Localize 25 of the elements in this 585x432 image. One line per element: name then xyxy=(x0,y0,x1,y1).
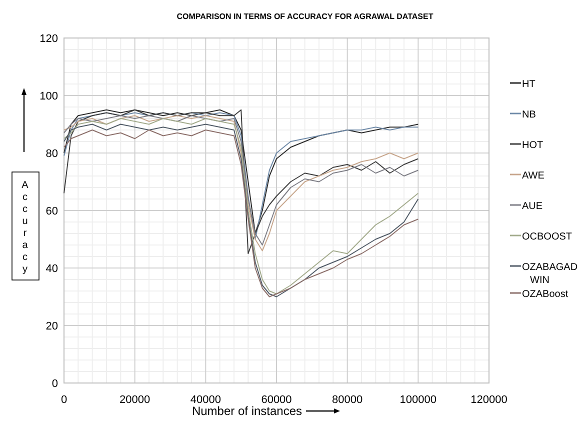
legend-label: AWE xyxy=(522,170,545,182)
y-tick-label: 120 xyxy=(40,33,58,45)
legend-label: HT xyxy=(522,79,536,90)
x-tick-label: 120000 xyxy=(470,394,508,406)
x-tick-label: 40000 xyxy=(190,394,221,406)
x-tick-label: 60000 xyxy=(261,394,292,406)
y-axis-title: Accuracy xyxy=(22,180,29,275)
x-tick-label: 80000 xyxy=(332,394,363,406)
chart-title: COMPARISON IN TERMS OF ACCURACY FOR AGRAWAL DATASET xyxy=(176,12,434,21)
legend-label: AUE xyxy=(522,201,543,212)
y-tick-label: 80 xyxy=(46,148,58,160)
y-tick-label: 100 xyxy=(40,90,58,102)
legend-label: OCBOOST xyxy=(522,232,572,242)
legend-label: OZABoost xyxy=(522,289,568,300)
x-axis-title: Number of instances xyxy=(192,404,302,418)
x-tick-label: 100000 xyxy=(400,394,437,406)
y-tick-label: 60 xyxy=(46,206,58,218)
x-tick-label: 20000 xyxy=(120,394,150,406)
y-tick-label: 20 xyxy=(46,320,58,332)
legend-label: HOT xyxy=(522,140,544,151)
x-tick-label: 0 xyxy=(60,394,68,406)
legend-label: NB xyxy=(522,110,536,120)
legend-label: OZABAGADWIN xyxy=(522,262,578,286)
y-tick-label: 0 xyxy=(52,378,58,390)
y-tick-label: 40 xyxy=(46,263,58,275)
